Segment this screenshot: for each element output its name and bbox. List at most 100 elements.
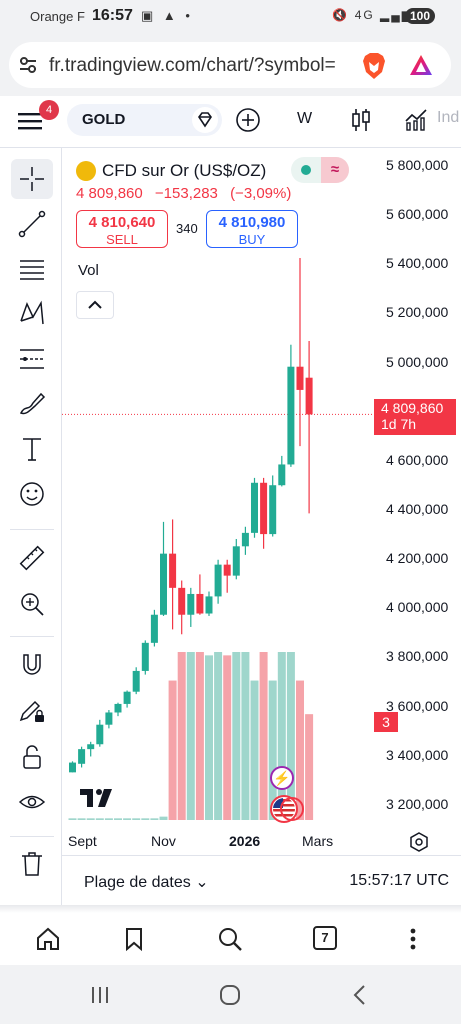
volume-legend[interactable]: Vol — [78, 262, 99, 279]
legend-title[interactable]: CFD sur Or (US$/OZ) — [76, 160, 266, 182]
price-tick: 3 200,000 — [386, 796, 449, 812]
flash-event-icon[interactable]: ⚡ — [270, 766, 294, 790]
symbol-search-button[interactable]: GOLD — [67, 104, 222, 136]
address-bar[interactable]: fr.tradingview.com/chart/?symbol= — [9, 42, 451, 88]
brave-lion-icon[interactable] — [361, 52, 387, 80]
more-button[interactable] — [398, 924, 428, 954]
crosshair-icon — [20, 167, 44, 191]
bar-countdown: 1d 7h — [381, 416, 417, 432]
price-tick: 4 600,000 — [386, 452, 449, 468]
delayed-data-icon: ≈ — [321, 157, 349, 183]
candle-body — [278, 464, 286, 486]
chart-settings-icon[interactable] — [409, 832, 429, 852]
pencil-lock-icon — [19, 700, 44, 722]
search-button[interactable] — [215, 924, 245, 954]
chart-pane[interactable]: CFD sur Or (US$/OZ) ≈ 4 809,860 −153,283… — [62, 148, 461, 855]
brush-tool[interactable] — [11, 384, 53, 424]
buy-price: 4 810,980 — [218, 214, 286, 231]
buy-label: BUY — [238, 232, 266, 247]
trash-icon — [22, 852, 42, 876]
time-label: Nov — [151, 833, 176, 849]
tool-divider — [10, 636, 54, 637]
tabs-button[interactable]: 7 — [313, 926, 337, 950]
forecast-icon — [20, 349, 44, 369]
lock-drawing-tool[interactable] — [11, 691, 53, 731]
candle-body — [196, 593, 204, 614]
candle-body — [232, 546, 240, 576]
crosshair-tool[interactable] — [11, 159, 53, 199]
price-tick: 3 600,000 — [386, 698, 449, 714]
unlock-icon — [23, 745, 41, 769]
candle-body — [132, 670, 140, 692]
volume-bar — [95, 818, 104, 820]
volume-bar — [123, 818, 132, 820]
volume-bar — [296, 680, 304, 820]
volume-bar — [186, 652, 195, 820]
candle-body — [114, 703, 122, 713]
measure-tool[interactable] — [11, 538, 53, 578]
volume-bar — [195, 652, 204, 820]
us-flag-event-icon[interactable] — [270, 795, 304, 823]
bookmark-button[interactable] — [119, 924, 149, 954]
event-markers[interactable]: ⚡ — [270, 766, 304, 826]
tune-icon[interactable] — [18, 56, 38, 74]
candle-body — [251, 482, 258, 533]
candle-body — [305, 377, 313, 415]
date-range-bar: Plage de dates ⌄ 15:57:17 UTC — [62, 855, 461, 905]
chart-type-icon[interactable] — [349, 107, 373, 133]
current-price-label: 4 809,860 — [381, 400, 444, 416]
magnet-tool[interactable] — [11, 645, 53, 685]
price-tick: 4 200,000 — [386, 550, 449, 566]
candle-body — [78, 749, 86, 764]
volume-bar — [141, 818, 150, 820]
brave-rewards-icon[interactable] — [409, 53, 433, 77]
home-circle-icon[interactable] — [218, 983, 242, 1007]
text-tool[interactable] — [11, 429, 53, 469]
current-price-tag[interactable]: 4 809,860 1d 7h — [374, 399, 456, 435]
price-tick: 5 200,000 — [386, 304, 449, 320]
brush-icon — [19, 392, 46, 415]
icon-tool[interactable] — [11, 474, 53, 514]
candle-body — [123, 691, 131, 704]
drawing-toolbar — [0, 148, 62, 905]
home-button[interactable] — [33, 924, 63, 954]
indicators-label[interactable]: Ind — [437, 109, 460, 126]
add-symbol-icon[interactable] — [235, 107, 261, 133]
recent-apps-icon[interactable] — [88, 983, 112, 1007]
back-icon[interactable] — [348, 983, 372, 1007]
bookmark-icon — [126, 928, 142, 952]
date-range-button[interactable]: Plage de dates ⌄ — [84, 872, 209, 892]
candle-body — [260, 482, 268, 535]
trend-line-tool[interactable] — [11, 204, 53, 244]
candle-body — [269, 485, 277, 535]
notification-icons: ▣ ▲ • — [141, 8, 193, 23]
menu-icon[interactable] — [18, 110, 44, 132]
collapse-legend-button[interactable] — [76, 291, 114, 319]
candle-body — [296, 366, 304, 390]
market-status[interactable]: ≈ — [291, 157, 349, 183]
tradingview-logo-icon[interactable] — [80, 786, 120, 810]
indicators-icon[interactable] — [404, 107, 430, 131]
time-label: 2026 — [229, 833, 261, 849]
url-text[interactable]: fr.tradingview.com/chart/?symbol= — [49, 55, 336, 76]
interval-button[interactable]: W — [297, 110, 313, 127]
buy-button[interactable]: 4 810,980 BUY — [206, 210, 298, 248]
network-label: 4G — [354, 8, 375, 22]
system-navigation-bar — [0, 965, 461, 1024]
volume-bar — [150, 818, 159, 820]
forecast-tool[interactable] — [11, 339, 53, 379]
pattern-tool[interactable] — [11, 294, 53, 334]
gold-coin-icon — [76, 161, 96, 181]
hide-drawings-tool[interactable] — [11, 783, 53, 823]
utc-clock[interactable]: 15:57:17 UTC — [349, 872, 449, 889]
remove-drawings-tool[interactable] — [11, 844, 53, 884]
candlestick-chart[interactable] — [62, 148, 461, 855]
lock-all-tool[interactable] — [11, 737, 53, 777]
sell-button[interactable]: 4 810,640 SELL — [76, 210, 168, 248]
zoom-tool[interactable] — [11, 584, 53, 624]
fib-tool[interactable] — [11, 249, 53, 289]
candle-body — [87, 744, 95, 750]
price-tick: 4 400,000 — [386, 501, 449, 517]
price-change: −153,283 — [154, 185, 218, 202]
spread-value: 340 — [176, 221, 198, 236]
